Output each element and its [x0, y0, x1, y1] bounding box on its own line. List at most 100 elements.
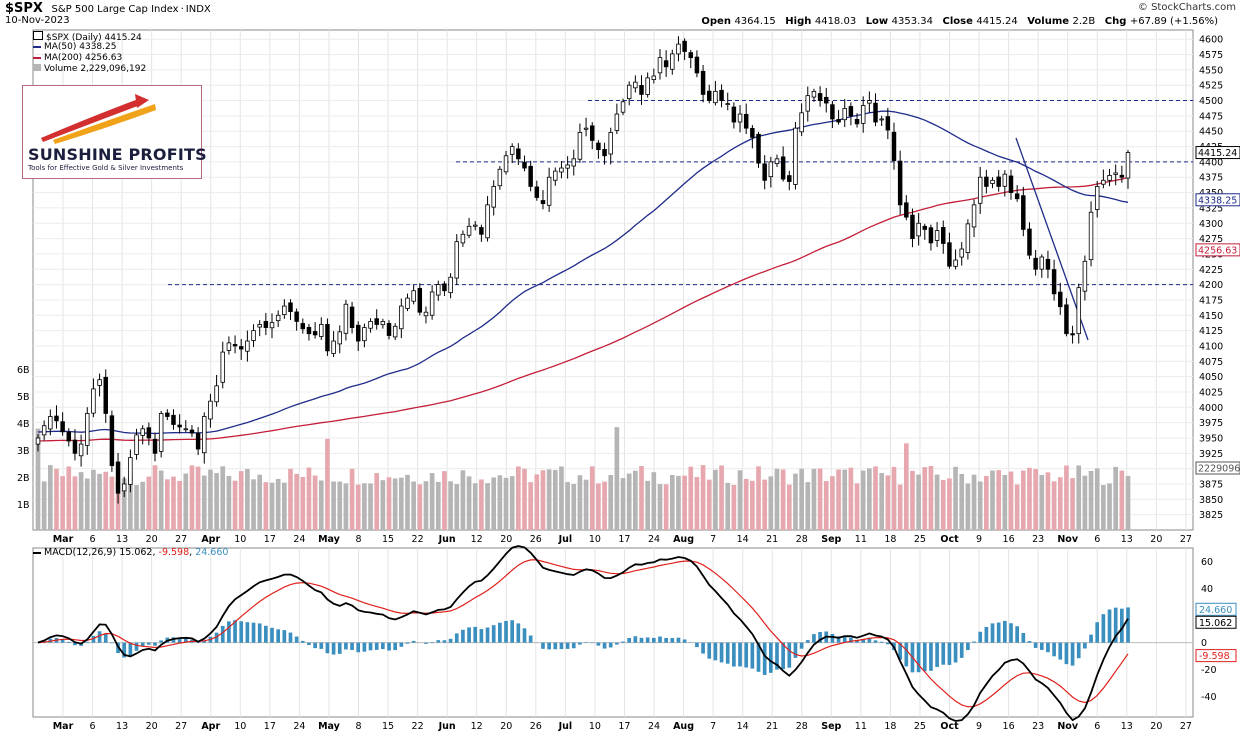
y-tick-label: 4000	[1199, 403, 1223, 414]
candle	[263, 320, 269, 328]
candle	[688, 52, 694, 59]
macd-hist-bar	[300, 640, 305, 643]
candle	[817, 93, 823, 101]
macd-hist-bar	[288, 632, 293, 643]
candle	[602, 149, 607, 157]
candle	[208, 400, 213, 420]
hist-value: 24.660	[195, 547, 229, 558]
volume-bar	[454, 484, 460, 530]
candle	[429, 291, 435, 316]
ma50-price-label: 4338.25	[1198, 195, 1237, 206]
volume-bar	[226, 475, 232, 530]
volume-bar	[1051, 481, 1057, 530]
volume-bar	[485, 483, 490, 530]
macd-hist-bar	[615, 642, 619, 645]
volume-bar	[84, 478, 90, 530]
macd-hist-bar	[491, 625, 496, 643]
macd-hist-bar	[110, 642, 114, 644]
macd-hist-bar	[1095, 622, 1100, 643]
volume-bar	[737, 470, 743, 530]
volume-bar	[509, 476, 515, 530]
exchange-name: INDX	[185, 4, 211, 15]
volume-bar	[35, 428, 41, 530]
close-price-label-box	[1195, 146, 1240, 160]
volume-bar	[589, 466, 595, 530]
volume-bar	[633, 470, 638, 530]
candle	[306, 326, 312, 335]
candle	[774, 158, 780, 165]
candle	[787, 175, 792, 182]
candle	[1113, 172, 1118, 175]
macd-hist-bar	[1089, 634, 1093, 643]
candle	[811, 90, 817, 98]
signal-value-label: -9.598	[1199, 651, 1230, 662]
candle	[300, 323, 306, 330]
macd-hist-bar	[171, 637, 176, 643]
candle	[121, 483, 127, 492]
candle	[836, 119, 841, 123]
candle	[848, 106, 854, 117]
candle	[1119, 174, 1125, 178]
x-tick-label: 22	[412, 534, 424, 545]
candle	[571, 158, 576, 167]
symbol-text: $SPX	[5, 1, 43, 16]
macd-hist-bar	[756, 642, 761, 672]
candle	[48, 416, 53, 430]
macd-hist-bar	[633, 636, 638, 643]
volume-tick-label: 4B	[17, 419, 30, 430]
x-tick-label: 18	[884, 534, 896, 545]
macd-hist-bar	[91, 635, 96, 643]
volume-bar	[1008, 471, 1014, 530]
x-tick-label: 20	[1150, 534, 1162, 545]
volume-bar	[220, 466, 226, 530]
x-tick-label: 13	[116, 721, 128, 732]
macd-hist-bar	[732, 642, 736, 667]
macd-hist-bar	[812, 634, 816, 643]
macd-hist-bar	[547, 642, 551, 650]
candle	[891, 131, 897, 162]
macd-hist-bar	[122, 642, 127, 658]
x-tick-label: 13	[116, 534, 128, 545]
x-tick-label: 16	[1003, 534, 1015, 545]
candle	[269, 322, 275, 329]
candle	[54, 415, 59, 422]
macd-hist-bar	[350, 642, 354, 651]
high-value: 4418.03	[814, 16, 857, 27]
macd-hist-bar	[621, 641, 625, 643]
macd-hist-bar	[405, 642, 410, 644]
macd-hist-bar	[781, 642, 785, 670]
volume-bar	[72, 476, 78, 530]
macd-hist-bar	[972, 641, 976, 643]
volume-bar	[66, 466, 72, 530]
volume-bar	[337, 481, 343, 530]
y-tick-label: 4575	[1199, 50, 1223, 61]
candle	[177, 424, 182, 428]
logo-swoosh-icon	[41, 94, 156, 144]
macd-hist-bar	[1107, 609, 1112, 643]
macd-hist-bar	[645, 637, 650, 643]
volume-bar	[1094, 468, 1100, 530]
macd-tick-label: -40	[1201, 692, 1217, 703]
volume-tick-label: 1B	[17, 500, 30, 511]
stockcharts-credit[interactable]: © StockCharts.com	[1137, 2, 1236, 13]
macd-hist-bar	[947, 642, 952, 665]
macd-hist-bar	[941, 642, 946, 665]
volume-bar	[750, 480, 755, 530]
volume-bar	[552, 469, 558, 530]
macd-hist-bar	[325, 642, 330, 654]
x-tick-label: 24	[648, 721, 660, 732]
x-tick-label: 8	[355, 721, 361, 732]
macd-hist-bar	[885, 642, 890, 645]
candle	[546, 176, 552, 206]
volume-bar	[719, 465, 724, 530]
candle	[238, 346, 244, 350]
candle	[719, 89, 724, 101]
volume-bar	[984, 475, 989, 530]
candle	[41, 425, 47, 436]
volume-bar	[910, 470, 915, 530]
volume-bar	[817, 468, 823, 530]
x-tick-label: 25	[914, 721, 926, 732]
volume-bar	[472, 483, 478, 530]
low-value: 4353.34	[891, 16, 934, 27]
